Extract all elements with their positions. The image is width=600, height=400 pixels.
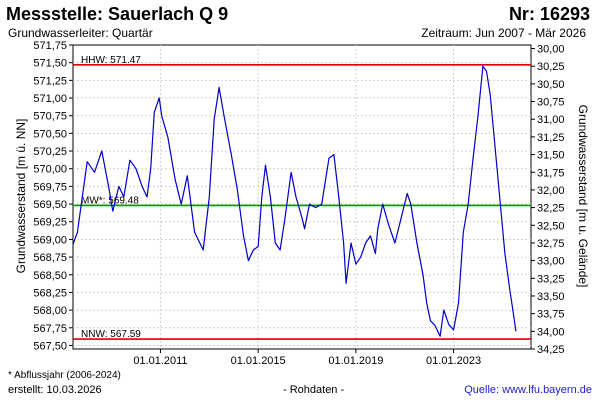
y-tick-label-left: 571,50 [33, 58, 67, 70]
period-label: Zeitraum: Jun 2007 - Mär 2026 [421, 26, 586, 40]
y-tick-label-right: 31,25 [537, 132, 565, 144]
created-date: erstellt: 10.03.2026 [8, 384, 102, 396]
y-tick-label-left: 570,75 [33, 111, 67, 123]
y-tick-label-right: 31,50 [537, 150, 565, 162]
y-tick-label-left: 569,50 [33, 199, 67, 211]
y-tick-label-left: 568,75 [33, 252, 67, 264]
y-tick-label-left: 570,25 [33, 146, 67, 158]
y-tick-label-left: 568,25 [33, 287, 67, 299]
y-tick-label-right: 31,00 [537, 114, 565, 126]
gridlines [73, 45, 531, 349]
series-layer [72, 65, 517, 337]
right-y-ticks: 30,00 30,25 30,50 30,75 31,00 31,25 31,50 31,75… [531, 44, 565, 356]
y-tick-label-left: 569,00 [33, 234, 67, 246]
reference-label: NNW: 567.59 [81, 329, 141, 340]
y-tick-label-left: 570,00 [33, 164, 67, 176]
y-tick-label-right: 30,00 [537, 44, 565, 56]
y-axis-label-left: Grundwasserstand [m ü. NN] [14, 119, 28, 274]
plot-area [72, 44, 532, 350]
x-tick-label: 01.01.2019 [328, 355, 383, 367]
y-tick-label-left: 568,50 [33, 270, 67, 282]
y-tick-label-right: 31,75 [537, 167, 565, 179]
aquifer-label: Grundwasserleiter: Quartär [8, 26, 153, 40]
y-tick-label-right: 30,25 [537, 61, 565, 73]
y-tick-label-left: 571,25 [33, 75, 67, 87]
y-tick-label-right: 32,00 [537, 185, 565, 197]
x-tick-label: 01.01.2023 [426, 355, 481, 367]
y-tick-label-right: 33,25 [537, 273, 565, 285]
reference-label: HHW: 571.47 [81, 55, 141, 66]
y-axis-label-right: Grundwasserstand [m u. Gelände] [576, 105, 590, 288]
reference-label: MW*: 569.48 [81, 195, 139, 206]
y-tick-label-right: 32,50 [537, 220, 565, 232]
series-line [72, 65, 517, 337]
y-tick-label-right: 34,00 [537, 326, 565, 338]
y-tick-label-left: 571,75 [33, 40, 67, 52]
y-tick-label-right: 34,25 [537, 344, 565, 356]
y-tick-label-left: 569,75 [33, 181, 67, 193]
y-tick-label-right: 32,25 [537, 203, 565, 215]
y-tick-label-right: 33,00 [537, 256, 565, 268]
y-tick-label-left: 567,50 [33, 340, 67, 352]
footnote: * Abflussjahr (2006-2024) [8, 370, 121, 381]
y-tick-label-right: 33,75 [537, 309, 565, 321]
y-tick-label-left: 568,00 [33, 305, 67, 317]
y-tick-label-right: 30,50 [537, 79, 565, 91]
y-tick-label-right: 33,50 [537, 291, 565, 303]
left-y-ticks: 571,75 571,50 571,25 571,00 570,75 570,50 570,… [33, 40, 73, 352]
reference-lines: HHW: 571.47 MW*: 569.48 NNW: 567.59 [73, 55, 531, 340]
station-title: Messstelle: Sauerlach Q 9 [6, 4, 229, 24]
y-tick-label-left: 567,75 [33, 323, 67, 335]
rawdata-label: - Rohdaten - [283, 384, 345, 396]
y-tick-label-right: 32,75 [537, 238, 565, 250]
y-tick-label-left: 570,50 [33, 128, 67, 140]
source-link[interactable]: Quelle: www.lfu.bayern.de [464, 384, 592, 396]
x-ticks: 01.01.2011 01.01.2015 01.01.2019 01.01.2023 [133, 349, 481, 367]
y-tick-label-left: 571,00 [33, 93, 67, 105]
x-tick-label: 01.01.2011 [133, 355, 187, 367]
station-number: Nr: 16293 [508, 4, 590, 24]
y-tick-label-left: 569,25 [33, 217, 67, 229]
x-tick-label: 01.01.2015 [231, 355, 286, 367]
y-tick-label-right: 30,75 [537, 97, 565, 109]
